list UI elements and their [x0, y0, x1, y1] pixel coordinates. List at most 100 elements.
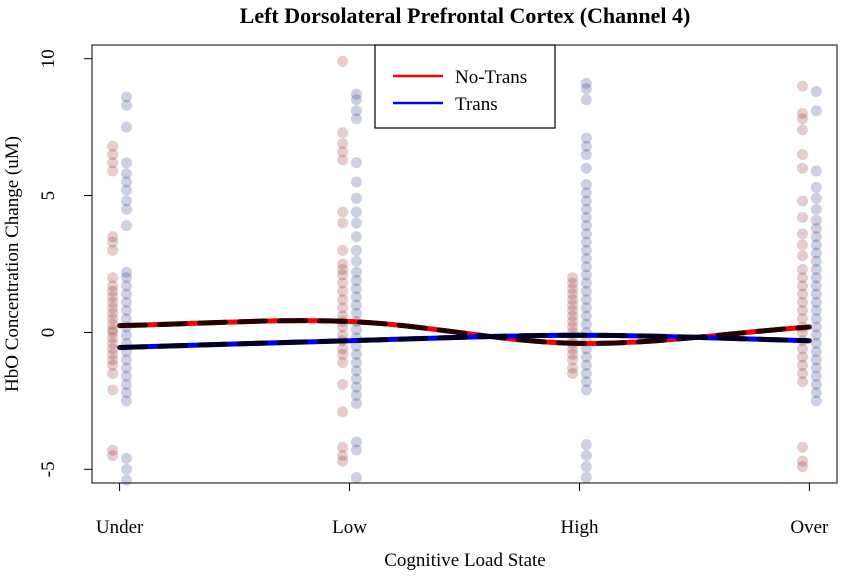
point-trans-under-17 [120, 280, 132, 292]
point-no-trans-over-25 [797, 124, 809, 136]
point-trans-high-16 [580, 285, 592, 297]
point-trans-over-18 [810, 247, 822, 259]
point-trans-over-5 [810, 354, 822, 366]
point-trans-over-24 [810, 192, 822, 204]
point-trans-low-20 [350, 255, 362, 267]
x-axis-label: Cognitive Load State [384, 550, 545, 571]
point-trans-under-19 [120, 266, 132, 278]
point-trans-under-13 [120, 313, 132, 325]
point-trans-high-34 [580, 94, 592, 106]
point-no-trans-over-23 [797, 162, 809, 174]
point-trans-high-15 [580, 294, 592, 306]
point-no-trans-over-2 [797, 441, 809, 453]
point-trans-low-28 [350, 113, 362, 125]
point-no-trans-under-4 [107, 359, 119, 371]
point-trans-low-16 [350, 291, 362, 303]
point-trans-over-12 [810, 296, 822, 308]
point-no-trans-low-13 [337, 302, 349, 314]
point-no-trans-high-13 [567, 294, 579, 306]
point-trans-low-12 [350, 324, 362, 336]
point-trans-high-5 [580, 376, 592, 388]
point-trans-over-6 [810, 346, 822, 358]
point-trans-low-7 [350, 365, 362, 377]
point-no-trans-over-18 [797, 250, 809, 262]
x-tick-label-low: Low [332, 517, 367, 538]
point-trans-under-11 [120, 329, 132, 341]
point-no-trans-under-19 [107, 280, 119, 292]
point-no-trans-over-4 [797, 368, 809, 379]
trend-lines-layer [117, 318, 812, 350]
point-trans-low-8 [350, 357, 362, 369]
point-no-trans-under-17 [107, 291, 119, 303]
point-trans-over-15 [810, 272, 822, 284]
point-trans-over-26 [810, 165, 822, 177]
point-trans-high-20 [580, 253, 592, 265]
point-trans-high-0 [580, 472, 592, 484]
point-no-trans-low-5 [337, 357, 349, 369]
point-trans-low-6 [350, 373, 362, 385]
point-no-trans-low-22 [337, 206, 349, 218]
point-no-trans-under-22 [107, 236, 119, 248]
x-tick-label-over: Over [790, 517, 829, 538]
point-trans-high-36 [580, 77, 592, 89]
y-axis-label: HbO Concentration Change (uM) [2, 136, 23, 392]
y-tick-label--5: -5 [38, 461, 59, 477]
point-no-trans-over-15 [797, 280, 809, 292]
point-no-trans-over-16 [797, 272, 809, 284]
point-no-trans-under-27 [107, 140, 119, 152]
point-trans-high-7 [580, 359, 592, 371]
point-no-trans-over-1 [797, 455, 809, 467]
point-no-trans-high-15 [567, 283, 579, 295]
point-no-trans-under-14 [107, 307, 119, 319]
point-trans-low-22 [350, 231, 362, 243]
point-no-trans-high-12 [567, 299, 579, 311]
point-trans-low-26 [350, 176, 362, 188]
point-no-trans-under-24 [107, 165, 119, 177]
point-no-trans-under-6 [107, 348, 119, 360]
point-trans-high-19 [580, 261, 592, 273]
point-no-trans-high-4 [567, 343, 579, 355]
point-trans-over-11 [810, 305, 822, 317]
point-no-trans-under-25 [107, 157, 119, 169]
point-no-trans-low-7 [337, 343, 349, 355]
point-no-trans-high-3 [567, 348, 579, 360]
point-trans-under-29 [120, 91, 132, 103]
point-no-trans-low-9 [337, 329, 349, 341]
point-no-trans-low-3 [337, 406, 349, 418]
legend-label-trans: Trans [455, 94, 498, 115]
point-no-trans-under-21 [107, 244, 119, 256]
point-trans-under-24 [120, 176, 132, 188]
point-trans-high-28 [580, 187, 592, 199]
y-tick-label-10: 10 [38, 49, 59, 68]
point-no-trans-high-11 [567, 305, 579, 317]
point-no-trans-under-15 [107, 302, 119, 314]
point-trans-high-18 [580, 269, 592, 281]
point-trans-low-24 [350, 206, 362, 218]
point-trans-over-19 [810, 239, 822, 251]
point-no-trans-under-20 [107, 272, 119, 284]
point-trans-under-8 [120, 354, 132, 366]
point-no-trans-under-1 [107, 444, 119, 456]
point-no-trans-low-16 [337, 277, 349, 289]
point-trans-low-29 [350, 105, 362, 117]
point-no-trans-low-20 [337, 244, 349, 256]
point-no-trans-under-16 [107, 296, 119, 308]
trend-dashed-trans [117, 332, 812, 350]
point-trans-high-6 [580, 368, 592, 379]
point-trans-low-1 [350, 444, 362, 456]
point-trans-under-7 [120, 362, 132, 374]
point-no-trans-low-14 [337, 294, 349, 306]
point-trans-high-27 [580, 195, 592, 207]
point-no-trans-low-25 [337, 138, 349, 150]
point-no-trans-over-5 [797, 359, 809, 371]
point-trans-under-6 [120, 370, 132, 382]
point-trans-under-28 [120, 99, 132, 111]
point-trans-low-9 [350, 348, 362, 360]
point-trans-high-12 [580, 318, 592, 330]
point-trans-low-30 [350, 94, 362, 106]
point-no-trans-low-10 [337, 321, 349, 333]
x-tick-label-under: Under [96, 517, 144, 538]
chart-title: Left Dorsolateral Prefrontal Cortex (Cha… [240, 3, 691, 28]
x-tick-label-high: High [560, 517, 599, 538]
point-no-trans-over-19 [797, 239, 809, 251]
